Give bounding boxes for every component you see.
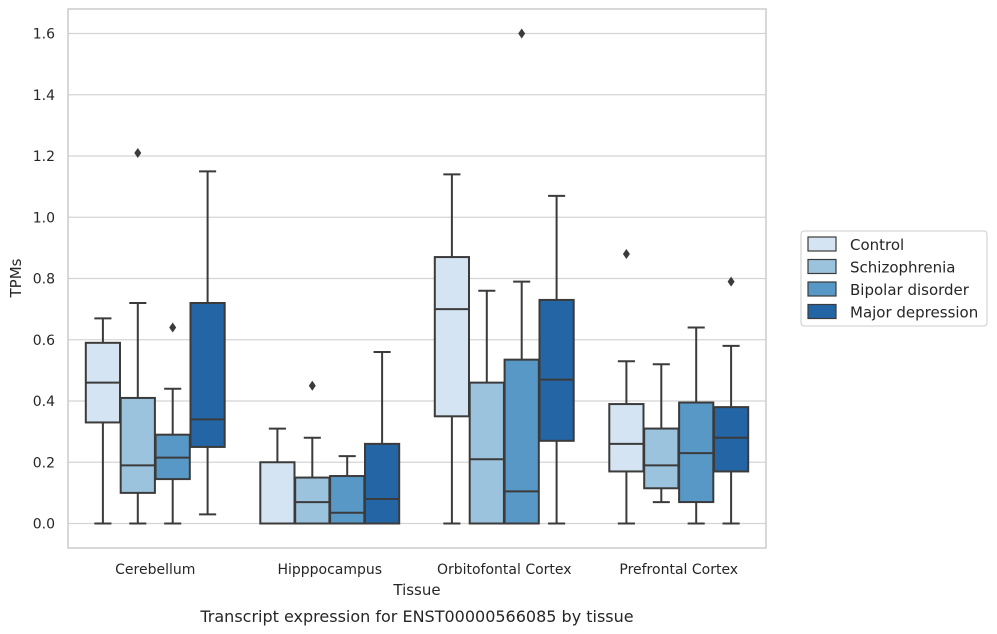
box bbox=[363, 442, 401, 525]
outlier-point bbox=[134, 147, 142, 158]
y-tick-label: 1.6 bbox=[33, 27, 55, 43]
box-group bbox=[643, 363, 680, 504]
box-group bbox=[433, 173, 471, 525]
legend-frame bbox=[800, 230, 988, 327]
x-tick-label: Cerebellum bbox=[115, 562, 195, 578]
box bbox=[433, 256, 471, 418]
outlier-point bbox=[727, 276, 735, 287]
outlier-point bbox=[169, 322, 177, 333]
box-group bbox=[503, 28, 540, 525]
box-group bbox=[154, 322, 191, 525]
legend-swatch bbox=[807, 303, 837, 320]
box bbox=[608, 403, 645, 473]
legend-swatch bbox=[807, 258, 837, 275]
outlier-point bbox=[308, 380, 316, 391]
box-group bbox=[608, 249, 645, 525]
y-tick-label: 1.0 bbox=[33, 210, 55, 226]
box bbox=[294, 476, 331, 525]
x-tick-label: Prefrontal Cortex bbox=[619, 562, 738, 578]
box-group bbox=[363, 351, 401, 525]
y-tick-label: 0.4 bbox=[33, 394, 55, 410]
chart-caption: Transcript expression for ENST0000056608… bbox=[199, 607, 633, 626]
box-group bbox=[294, 380, 331, 525]
box bbox=[643, 427, 680, 490]
box-group bbox=[119, 147, 156, 525]
plot-frame bbox=[67, 8, 767, 549]
y-tick-label: 0.8 bbox=[33, 272, 55, 288]
legend-swatch bbox=[807, 236, 837, 252]
box-group bbox=[468, 289, 505, 525]
box bbox=[329, 475, 366, 525]
box-group bbox=[678, 326, 715, 525]
legend-label: Bipolar disorder bbox=[850, 281, 970, 299]
box-group bbox=[538, 194, 575, 525]
y-tick-label: 0.6 bbox=[33, 333, 55, 349]
y-tick-label: 1.4 bbox=[33, 88, 55, 104]
box bbox=[468, 381, 505, 525]
box bbox=[189, 302, 226, 448]
box bbox=[538, 298, 575, 442]
y-axis-label: TPMs bbox=[7, 258, 25, 298]
legend: Control Schizophrenia Bipolar disorder Majo… bbox=[800, 230, 988, 327]
legend-label: Control bbox=[850, 236, 904, 254]
box-group bbox=[259, 427, 296, 525]
box-group bbox=[712, 276, 750, 525]
x-axis-label: Tissue bbox=[392, 581, 440, 599]
outlier-point bbox=[518, 28, 526, 39]
x-tick-label: Hipppocampus bbox=[277, 562, 382, 578]
x-tick-label: Orbitofontal Cortex bbox=[437, 562, 572, 578]
y-tick-label: 0.0 bbox=[33, 517, 55, 533]
y-tick-label: 1.2 bbox=[33, 149, 55, 165]
x-axis: Cerebellum Hipppocampus Orbitofontal Corte… bbox=[115, 562, 738, 578]
outlier-point bbox=[622, 249, 630, 259]
legend-label: Schizophrenia bbox=[850, 259, 955, 277]
box bbox=[259, 461, 296, 525]
box bbox=[119, 396, 156, 494]
boxes-layer bbox=[84, 28, 750, 525]
y-tick-label: 0.2 bbox=[33, 455, 55, 471]
y-axis: 0.0 0.2 0.4 0.6 0.8 1.0 1.2 1.4 1.6 bbox=[33, 27, 55, 533]
box-group bbox=[84, 317, 122, 525]
box bbox=[503, 358, 540, 525]
box-group bbox=[189, 170, 226, 516]
legend-label: Major depression bbox=[850, 304, 978, 322]
box-group bbox=[329, 455, 366, 525]
legend-swatch bbox=[807, 281, 837, 297]
box bbox=[712, 406, 750, 473]
